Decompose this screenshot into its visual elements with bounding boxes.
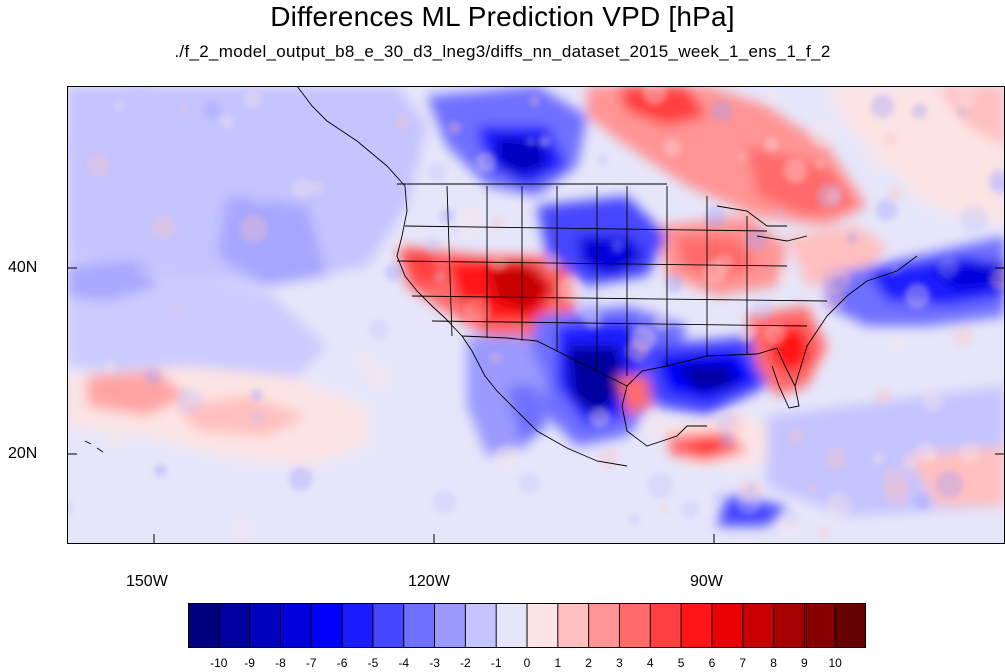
colorbar-swatch	[835, 603, 866, 648]
colorbar-swatch	[218, 603, 251, 648]
colorbar-level-label: -7	[305, 656, 317, 670]
colorbar-level-label: 7	[739, 656, 747, 670]
colorbar-level-label: -6	[336, 656, 348, 670]
colorbar-swatch	[588, 603, 620, 648]
contour-texture	[67, 86, 1005, 540]
figure-title: Differences ML Prediction VPD [hPa]	[270, 1, 735, 32]
colorbar-level-label: -9	[244, 656, 255, 670]
colorbar-swatch	[280, 603, 312, 648]
colorbar-swatch	[619, 603, 651, 648]
colorbar-swatch	[434, 603, 466, 648]
colorbar-swatch	[557, 603, 590, 648]
colorbar-swatch	[773, 603, 805, 648]
graticule-ticks	[67, 267, 1005, 544]
colorbar-swatch	[496, 603, 528, 648]
difference-field-map	[67, 86, 1005, 544]
colorbar-swatch	[711, 603, 744, 648]
colorbar-swatch	[311, 603, 343, 648]
colorbar-swatch	[527, 603, 559, 648]
colorbar-level-label: -3	[429, 656, 440, 670]
colorbar-swatch	[804, 603, 836, 648]
colorbar-level-label: 4	[646, 656, 654, 670]
lon-label-150w: 150W	[126, 573, 168, 590]
colorbar-swatch	[372, 603, 405, 648]
colorbar-level-label: 5	[677, 656, 685, 670]
colorbar-level-label: 10	[828, 656, 842, 670]
colorbar-level-label: -4	[398, 656, 410, 670]
figure-subtitle: ./f_2_model_output_b8_e_30_d3_lneg3/diff…	[174, 42, 831, 61]
colorbar-swatch	[742, 603, 775, 648]
colorbar-level-label: 3	[616, 656, 623, 670]
lon-label-90w: 90W	[690, 573, 723, 590]
coastlines-and-borders	[84, 86, 918, 467]
colorbar-level-label: -8	[275, 656, 286, 670]
colorbar-level-label: 6	[708, 656, 716, 670]
colorbar-level-label: -1	[490, 656, 502, 670]
colorbar-level-label: -2	[460, 656, 471, 670]
lon-label-120w: 120W	[408, 573, 450, 590]
colorbar-level-label: -5	[367, 656, 379, 670]
colorbar-swatch	[681, 603, 713, 648]
lat-label-40n: 40N	[8, 259, 38, 276]
colorbar-swatch	[650, 603, 682, 648]
colorbar-level-label: 9	[801, 656, 808, 670]
colorbar-level-label: 0	[523, 656, 531, 670]
colorbar-swatch	[403, 603, 436, 648]
colorbar-swatch	[249, 603, 281, 648]
colorbar-level-label: -10	[210, 656, 228, 670]
colorbar-swatch	[465, 603, 497, 648]
colorbar-level-label: 2	[585, 656, 592, 670]
colorbar-swatch	[188, 603, 220, 648]
colorbar-level-label: 1	[554, 656, 562, 670]
lat-label-20n: 20N	[8, 445, 38, 462]
map-panel	[67, 86, 1005, 544]
colorbar-swatch	[342, 603, 374, 648]
colorbar-level-label: 8	[770, 656, 777, 670]
colorbar	[188, 603, 866, 648]
